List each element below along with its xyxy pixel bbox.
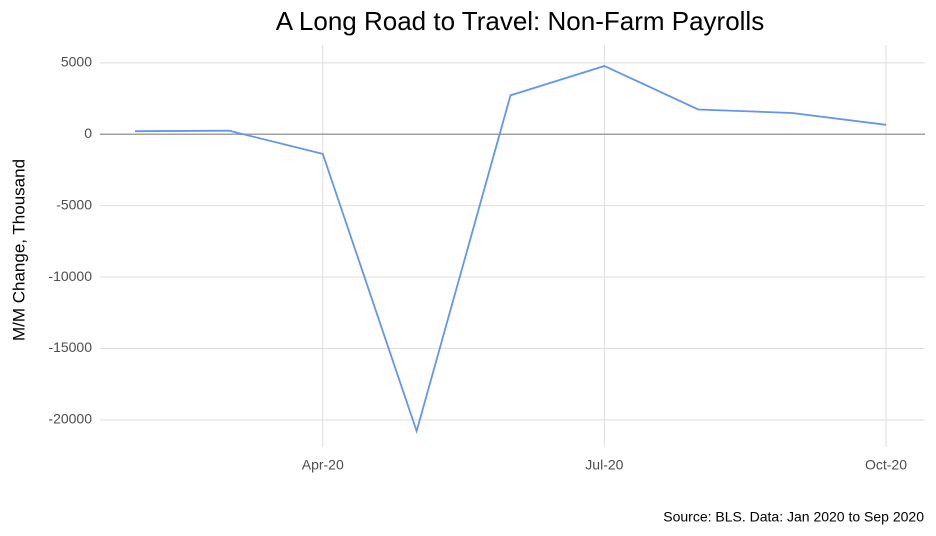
x-tick-label: Jul-20: [585, 457, 623, 473]
y-tick-label: -15000: [48, 339, 92, 355]
y-tick-label: 0: [84, 125, 92, 141]
y-tick-label: 5000: [61, 54, 92, 70]
chart-title: A Long Road to Travel: Non-Farm Payrolls: [276, 6, 764, 36]
x-tick-label: Apr-20: [302, 457, 344, 473]
data-line: [134, 65, 887, 435]
y-axis-title: M/M Change, Thousand: [9, 159, 28, 341]
y-tick-label: -5000: [56, 196, 92, 212]
y-tick-label: -20000: [48, 411, 92, 427]
caption: Source: BLS. Data: Jan 2020 to Sep 2020: [663, 509, 924, 525]
y-tick-label: -10000: [48, 268, 92, 284]
x-tick-label: Oct-20: [865, 457, 907, 473]
